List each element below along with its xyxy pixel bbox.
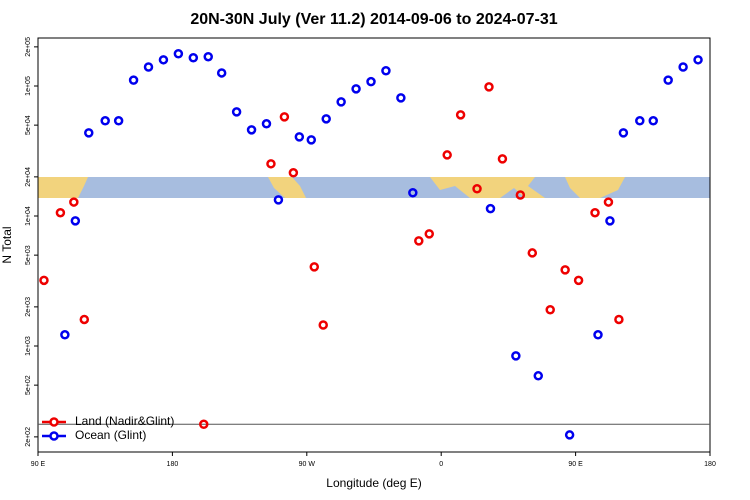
point bbox=[60, 330, 70, 340]
point bbox=[188, 52, 199, 63]
y-tick-label: 1e+03 bbox=[25, 336, 32, 356]
point bbox=[605, 216, 615, 226]
point bbox=[455, 110, 466, 120]
point bbox=[79, 314, 90, 325]
point bbox=[381, 66, 391, 76]
point bbox=[497, 154, 508, 164]
plot-frame bbox=[37, 37, 711, 453]
point bbox=[396, 93, 406, 103]
point bbox=[336, 97, 346, 107]
point bbox=[113, 116, 124, 126]
point bbox=[143, 62, 154, 72]
point bbox=[306, 135, 317, 145]
point bbox=[199, 419, 209, 430]
point bbox=[309, 262, 320, 272]
x-tick-label: 90 E bbox=[568, 461, 583, 468]
y-axis-label: N Total bbox=[0, 226, 14, 263]
point bbox=[593, 330, 603, 340]
point bbox=[408, 187, 418, 198]
point bbox=[648, 116, 659, 126]
point bbox=[573, 275, 584, 286]
point bbox=[472, 184, 482, 194]
chart-title: 20N-30N July (Ver 11.2) 2014-09-06 to 20… bbox=[190, 11, 557, 28]
point bbox=[273, 195, 284, 205]
x-tick-label: 180 bbox=[167, 461, 179, 468]
y-tick-label: 1e+05 bbox=[25, 76, 32, 96]
y-tick-label: 1e+04 bbox=[25, 206, 32, 226]
x-tick-label: 180 bbox=[704, 461, 716, 468]
y-tick-label: 2e+05 bbox=[25, 37, 32, 57]
y-tick-label: 5e+02 bbox=[25, 375, 32, 395]
point bbox=[603, 197, 614, 207]
point bbox=[618, 128, 629, 138]
x-tick-label: 90 E bbox=[31, 461, 46, 468]
point bbox=[545, 305, 555, 315]
point bbox=[294, 132, 305, 142]
y-tick-label: 2e+04 bbox=[25, 167, 32, 187]
point bbox=[414, 236, 424, 246]
point bbox=[564, 430, 575, 440]
point bbox=[614, 314, 624, 325]
y-tick-label: 5e+03 bbox=[25, 245, 32, 265]
point bbox=[100, 116, 110, 126]
point bbox=[442, 150, 452, 160]
point bbox=[84, 128, 94, 138]
point bbox=[366, 76, 376, 87]
point bbox=[128, 75, 139, 85]
point bbox=[231, 107, 242, 117]
point bbox=[663, 75, 673, 85]
point bbox=[678, 62, 688, 72]
y-tick-label: 2e+03 bbox=[25, 297, 32, 317]
x-tick-label: 0 bbox=[439, 461, 443, 468]
x-tick-label: 90 W bbox=[299, 461, 316, 468]
point bbox=[70, 216, 81, 226]
point bbox=[203, 51, 213, 62]
y-tick-label: 2e+02 bbox=[25, 427, 32, 447]
point bbox=[246, 125, 257, 135]
x-axis-label: Longitude (deg E) bbox=[326, 476, 421, 490]
point bbox=[279, 112, 290, 122]
point bbox=[69, 197, 79, 207]
point bbox=[511, 351, 521, 361]
point bbox=[560, 265, 570, 275]
legend-label: Land (Nadir&Glint) bbox=[75, 414, 174, 428]
point bbox=[351, 84, 361, 94]
point bbox=[318, 320, 328, 330]
point bbox=[533, 371, 544, 381]
point bbox=[424, 229, 435, 239]
legend-label: Ocean (Glint) bbox=[75, 428, 146, 442]
point bbox=[288, 168, 299, 178]
y-tick-label: 5e+04 bbox=[25, 115, 32, 135]
point bbox=[527, 248, 538, 258]
point bbox=[158, 55, 169, 65]
legend-marker bbox=[49, 431, 59, 441]
point bbox=[635, 116, 645, 126]
point bbox=[515, 190, 526, 200]
point bbox=[590, 207, 600, 218]
point bbox=[39, 275, 49, 286]
point bbox=[55, 207, 66, 218]
point bbox=[485, 203, 496, 214]
point bbox=[261, 119, 272, 129]
point bbox=[173, 49, 184, 59]
point bbox=[216, 68, 227, 78]
point bbox=[266, 159, 276, 169]
map-band bbox=[38, 177, 710, 198]
point bbox=[321, 114, 331, 124]
point bbox=[693, 55, 703, 65]
legend-marker bbox=[49, 417, 59, 427]
point bbox=[484, 82, 494, 92]
